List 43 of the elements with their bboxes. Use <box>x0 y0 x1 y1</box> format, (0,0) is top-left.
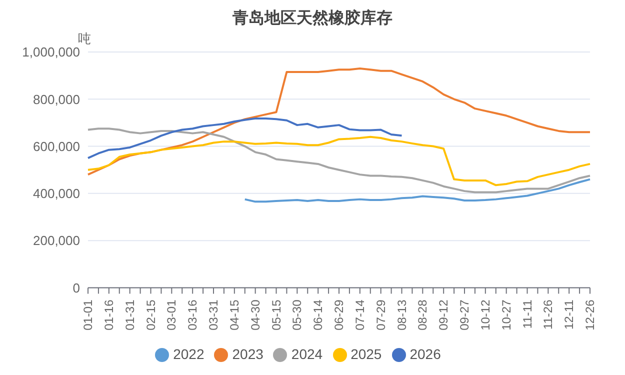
x-tick-label: 01-31 <box>122 299 137 330</box>
line-series <box>87 128 591 194</box>
x-tick-label: 01-16 <box>102 299 116 330</box>
legend-label: 2024 <box>291 346 323 362</box>
x-tick-label: 12-11 <box>562 299 576 330</box>
x-tick-label: 07-29 <box>374 299 388 330</box>
y-tick-label: 200,000 <box>33 233 80 248</box>
line-series <box>87 68 591 176</box>
chart-title: 青岛地区天然橡胶库存 <box>232 8 394 29</box>
x-tick-label: 10-12 <box>478 299 492 330</box>
x-tick-label: 06-14 <box>311 299 326 330</box>
x-tick-label: 11-26 <box>541 299 556 330</box>
x-tick-label: 12-26 <box>583 299 597 330</box>
x-tick-label: 08-13 <box>394 299 409 330</box>
line-series <box>87 136 591 186</box>
y-tick-label: 1,000,000 <box>22 44 80 60</box>
line-series <box>244 178 591 203</box>
y-tick-label: 0 <box>72 280 80 296</box>
x-tick-label: 04-15 <box>227 299 242 330</box>
y-axis-title: 吨 <box>78 30 91 47</box>
y-tick-label: 400,000 <box>33 186 80 202</box>
x-tick-label: 06-29 <box>332 299 346 330</box>
y-tick-label: 600,000 <box>33 138 80 154</box>
x-tick-label: 08-28 <box>416 299 430 330</box>
x-tick-label: 10-27 <box>499 299 514 330</box>
x-tick-label: 09-12 <box>436 299 451 330</box>
legend-label: 2025 <box>350 346 382 362</box>
line-series <box>87 117 403 160</box>
legend-label: 2026 <box>410 346 441 362</box>
legend-label: 2023 <box>232 346 264 362</box>
x-tick-label: 07-14 <box>352 299 367 330</box>
x-tick-label: 03-31 <box>206 299 220 330</box>
y-tick-label: 800,000 <box>33 92 80 107</box>
x-tick-label: 05-30 <box>290 299 304 330</box>
legend-label: 2022 <box>173 346 204 362</box>
x-tick-label: 01-01 <box>81 299 95 330</box>
x-tick-label: 04-30 <box>248 299 262 330</box>
x-tick-label: 03-16 <box>186 299 200 330</box>
x-tick-label: 11-11 <box>520 299 534 329</box>
x-tick-label: 02-15 <box>144 299 158 330</box>
x-tick-label: 03-01 <box>164 299 179 330</box>
x-tick-label: 05-15 <box>269 299 284 330</box>
x-tick-label: 09-27 <box>458 299 472 330</box>
